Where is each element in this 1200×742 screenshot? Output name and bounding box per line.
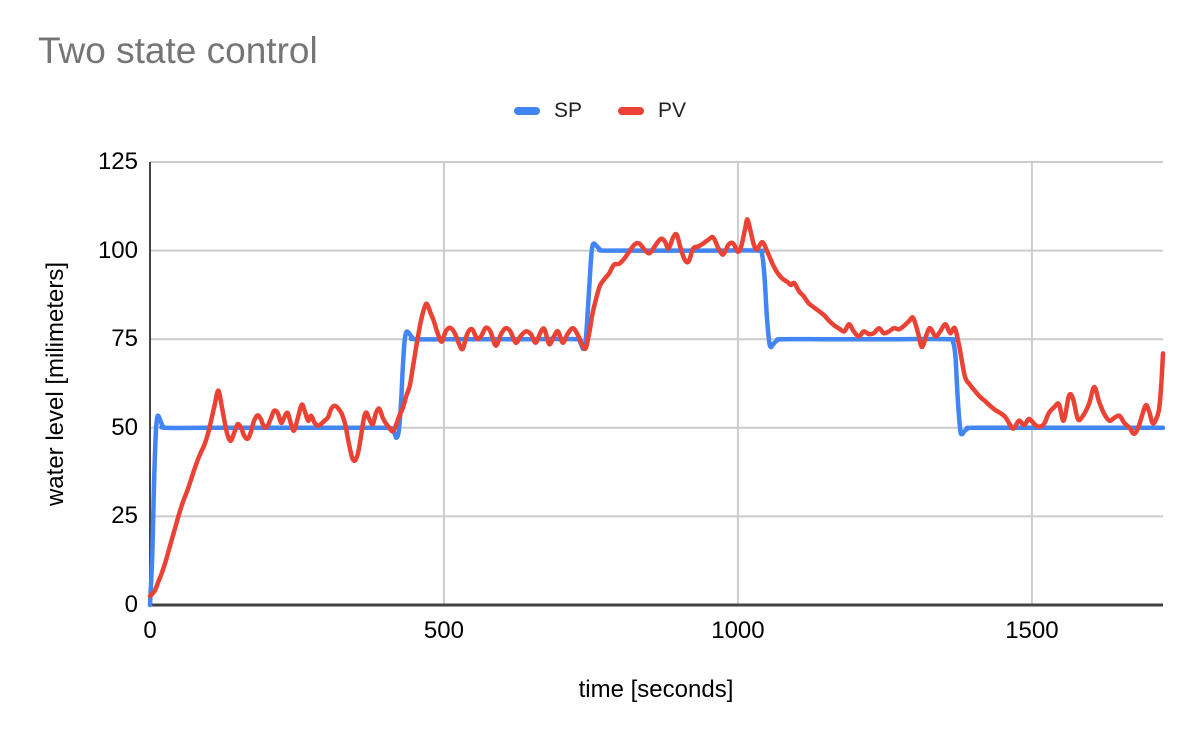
- y-tick-label: 125: [97, 148, 138, 175]
- pv-line: [147, 217, 1166, 599]
- y-axis-title: water level [milimeters]: [42, 261, 69, 507]
- chart-title: Two state control: [38, 30, 318, 71]
- x-tick-label: 1000: [711, 617, 765, 644]
- x-axis-title: time [seconds]: [578, 676, 734, 703]
- y-tick-label: 25: [111, 502, 138, 530]
- legend-item-pv: PV: [618, 99, 686, 123]
- x-tick-label: 500: [423, 617, 464, 644]
- y-tick-label: 50: [111, 413, 138, 441]
- y-tick-label: 0: [124, 591, 138, 618]
- sp-series-label: SP: [553, 99, 582, 122]
- sp-line: [147, 241, 1166, 608]
- y-tick-label: 75: [111, 325, 138, 353]
- pv-series-label: PV: [658, 99, 687, 122]
- x-tick-label: 1500: [1005, 617, 1059, 644]
- y-tick-label: 100: [97, 236, 138, 264]
- legend-item-sp: SP: [513, 99, 582, 123]
- sp-series-swatch: [513, 107, 540, 115]
- pv-series-swatch: [618, 107, 644, 115]
- x-tick-label: 0: [143, 617, 157, 644]
- legend: SP PV: [0, 96, 1200, 126]
